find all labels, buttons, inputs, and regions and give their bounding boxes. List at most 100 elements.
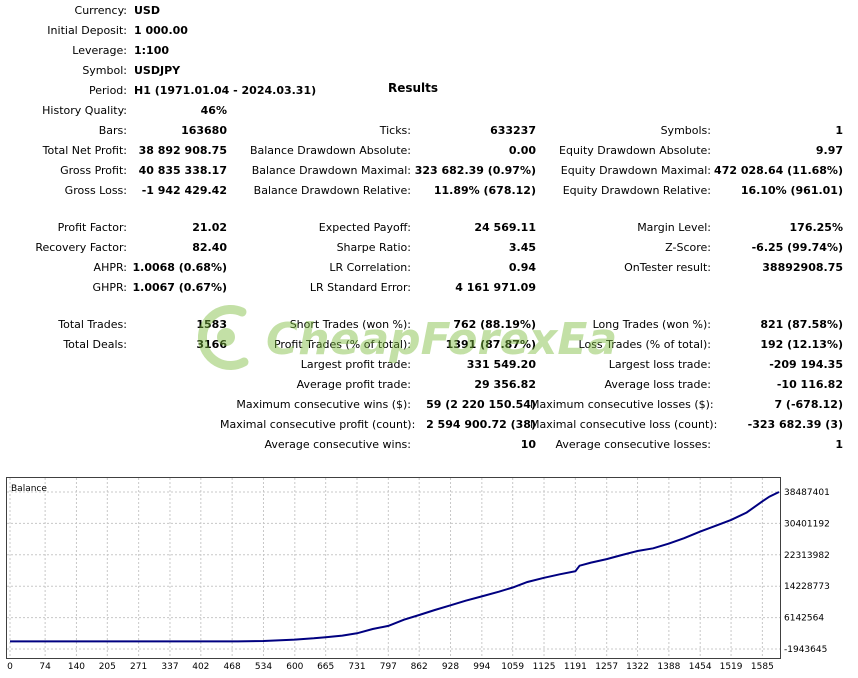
ahpr-label: AHPR: — [93, 261, 127, 274]
loss-trades-value: 192 (12.13%) — [760, 338, 843, 351]
total-net-profit-label: Total Net Profit: — [42, 144, 127, 157]
total-trades-label: Total Trades: — [58, 318, 127, 331]
equity-dd-abs-label: Equity Drawdown Absolute: — [559, 144, 711, 157]
balance-dd-abs-value: 0.00 — [508, 144, 536, 157]
x-tick-label: 271 — [130, 662, 147, 672]
lr-std-value: 4 161 971.09 — [455, 281, 536, 294]
x-tick-label: 337 — [161, 662, 178, 672]
watermark-text: CheapForexEa — [266, 314, 617, 365]
currency-value: USD — [134, 4, 160, 17]
chart-title: Balance — [11, 484, 47, 494]
equity-dd-rel-value: 16.10% (961.01) — [740, 184, 843, 197]
x-tick-label: 600 — [286, 662, 303, 672]
lr-corr-label: LR Correlation: — [329, 261, 411, 274]
x-tick-label: 534 — [255, 662, 272, 672]
z-score-value: -6.25 (99.74%) — [751, 241, 843, 254]
short-trades-value: 762 (88.19%) — [453, 318, 536, 331]
deposit-label: Initial Deposit: — [47, 24, 127, 37]
max-cons-losses-value: 7 (-678.12) — [774, 398, 843, 411]
x-tick-label: 1125 — [533, 662, 556, 672]
results-heading: Results — [387, 81, 439, 95]
ahpr-value: 1.0068 (0.68%) — [132, 261, 228, 274]
leaf-icon — [197, 305, 249, 370]
x-tick-label: 140 — [68, 662, 85, 672]
avg-cons-losses-label: Average consecutive losses: — [555, 438, 711, 451]
x-tick-label: 1519 — [720, 662, 743, 672]
largest-profit-value: 331 549.20 — [466, 358, 536, 371]
equity-dd-max-label: Equity Drawdown Maximal: — [560, 164, 711, 177]
average-loss-value: -10 116.82 — [776, 378, 843, 391]
x-tick-label: 1585 — [751, 662, 774, 672]
balance-dd-abs-label: Balance Drawdown Absolute: — [249, 144, 411, 157]
largest-loss-label: Largest loss trade: — [608, 358, 711, 371]
gross-profit-label: Gross Profit: — [60, 164, 127, 177]
x-tick-label: 0 — [7, 662, 13, 672]
total-deals-value: 3166 — [196, 338, 227, 351]
x-tick-label: 468 — [224, 662, 241, 672]
short-trades-label: Short Trades (won %): — [289, 318, 411, 331]
ghpr-label: GHPR: — [92, 281, 127, 294]
average-profit-value: 29 356.82 — [474, 378, 536, 391]
x-tick-label: 1257 — [595, 662, 618, 672]
balance-dd-rel-value: 11.89% (678.12) — [433, 184, 536, 197]
loss-trades-label: Loss Trades (% of total): — [578, 338, 711, 351]
avg-cons-wins-value: 10 — [520, 438, 536, 451]
x-tick-label: 797 — [380, 662, 397, 672]
x-tick-label: 862 — [411, 662, 428, 672]
balance-chart: Balance 0 74 140 205 271 337 402 468 534 600 665 731… — [6, 477, 830, 672]
average-loss-label: Average loss trade: — [604, 378, 711, 391]
expected-payoff-value: 24 569.11 — [474, 221, 536, 234]
sharpe-value: 3.45 — [508, 241, 536, 254]
watermark-logo: CheapForexEa — [197, 305, 617, 370]
y-tick-label: 38487401 — [784, 488, 830, 498]
margin-level-label: Margin Level: — [637, 221, 711, 234]
lr-corr-value: 0.94 — [508, 261, 536, 274]
ticks-value: 633237 — [490, 124, 536, 137]
profit-trades-label: Profit Trades (% of total): — [273, 338, 411, 351]
equity-dd-max-value: 472 028.64 (11.68%) — [714, 164, 843, 177]
balance-dd-rel-label: Balance Drawdown Relative: — [253, 184, 411, 197]
ghpr-value: 1.0067 (0.67%) — [132, 281, 228, 294]
gross-loss-value: -1 942 429.42 — [141, 184, 227, 197]
x-tick-label: 1454 — [689, 662, 712, 672]
symbols-label: Symbols: — [660, 124, 711, 137]
recovery-factor-label: Recovery Factor: — [35, 241, 127, 254]
balance-dd-max-label: Balance Drawdown Maximal: — [251, 164, 411, 177]
y-tick-label: 6142564 — [784, 614, 824, 624]
maximal-cons-loss-label: Maximal consecutive loss (count): — [530, 418, 718, 431]
x-tick-label: 1388 — [657, 662, 680, 672]
average-profit-label: Average profit trade: — [296, 378, 411, 391]
profit-factor-value: 21.02 — [192, 221, 227, 234]
history-quality-label: History Quality: — [42, 104, 127, 117]
x-tick-label: 205 — [99, 662, 116, 672]
y-tick-label: 30401192 — [784, 519, 830, 529]
currency-label: Currency: — [74, 4, 127, 17]
series-line-0 — [10, 491, 780, 643]
avg-cons-wins-label: Average consecutive wins: — [264, 438, 411, 451]
leverage-label: Leverage: — [72, 44, 127, 57]
lr-std-label: LR Standard Error: — [309, 281, 411, 294]
bars-label: Bars: — [98, 124, 127, 137]
x-tick-label: 731 — [348, 662, 365, 672]
avg-cons-losses-value: 1 — [835, 438, 843, 451]
period-value: H1 (1971.01.04 - 2024.03.31) — [134, 84, 317, 97]
gross-profit-value: 40 835 338.17 — [138, 164, 227, 177]
ontester-label: OnTester result: — [624, 261, 711, 274]
x-tick-label: 402 — [192, 662, 209, 672]
balance-dd-max-value: 323 682.39 (0.97%) — [414, 164, 536, 177]
margin-level-value: 176.25% — [789, 221, 843, 234]
leverage-value: 1:100 — [134, 44, 170, 57]
bars-value: 163680 — [181, 124, 227, 137]
total-net-profit-value: 38 892 908.75 — [138, 144, 227, 157]
largest-profit-label: Largest profit trade: — [300, 358, 411, 371]
x-tick-label: 665 — [317, 662, 334, 672]
symbols-value: 1 — [835, 124, 843, 137]
symbol-label: Symbol: — [82, 64, 127, 77]
max-cons-losses-label: Maximum consecutive losses ($): — [530, 398, 714, 411]
x-tick-label: 994 — [473, 662, 490, 672]
x-tick-label: 1059 — [501, 662, 524, 672]
max-cons-wins-value: 59 (2 220 150.54) — [426, 398, 536, 411]
gross-loss-label: Gross Loss: — [64, 184, 127, 197]
sharpe-label: Sharpe Ratio: — [336, 241, 411, 254]
x-tick-label: 1191 — [564, 662, 587, 672]
